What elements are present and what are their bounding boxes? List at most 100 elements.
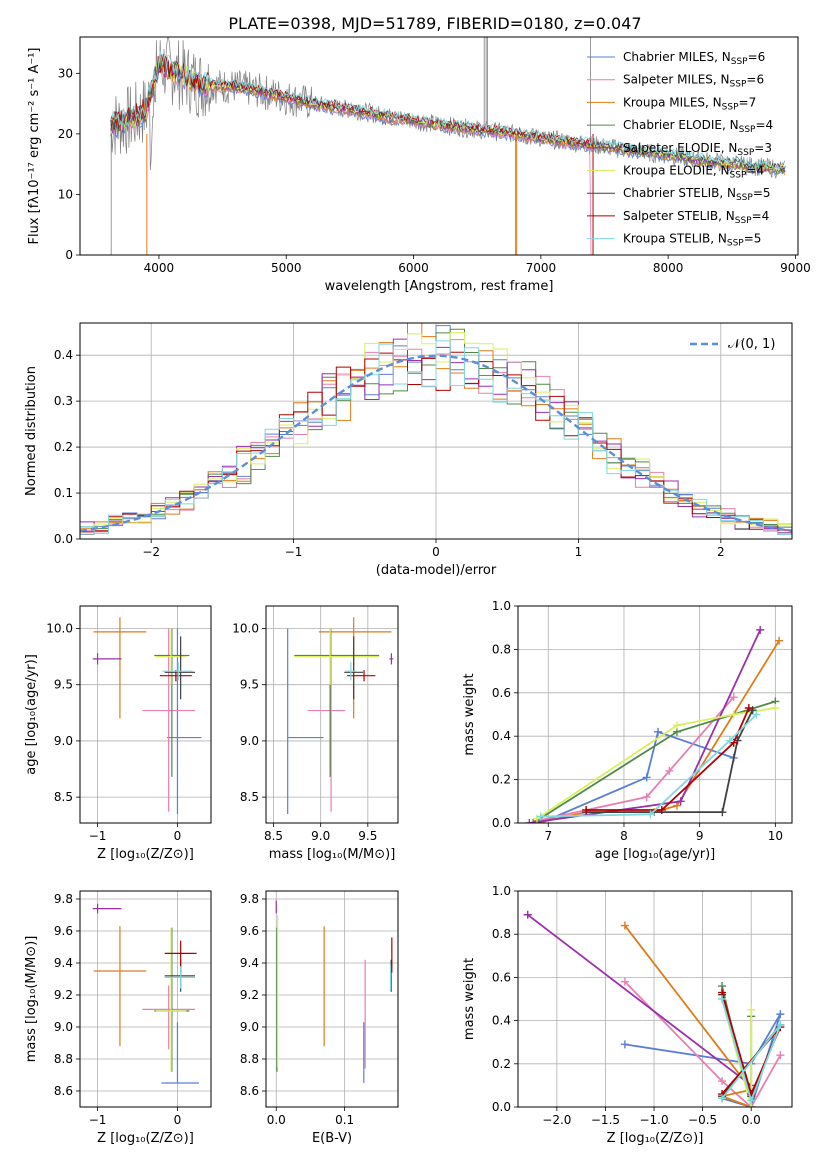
weight-marker [642,773,651,782]
weight-line [540,713,758,818]
data-point [142,628,196,812]
axes-frame [79,890,212,1108]
x-axis-label: wavelength [Angstrom, rest frame] [325,279,554,294]
legend-suffix: =4 [746,164,764,178]
y-tick-label: 0.1 [54,486,73,500]
legend-label: Salpeter STELIB, NSSP=4 [623,209,769,226]
x-tick-label: −1 [89,829,107,843]
age_vs_mass-panel: 8.5 9.0 9.5 8.5 9.0 9.5 10.0 mass [log₁₀(M/M⊙)] [232,605,399,862]
y-tick-label: 9.6 [54,924,73,938]
data-point [294,628,380,685]
x-tick-label: −1 [89,1113,107,1127]
weight-line [624,981,782,1107]
x-tick-label: 0 [174,829,182,843]
age_vs_z-panel: −1 0 8.5 9.0 9.5 10.0 Z [log₁₀(Z/Z⊙)] age [log₁… [24,605,212,862]
x-tick-label: 0.0 [742,1113,761,1127]
x-tick-label: 8000 [653,261,684,275]
legend-subscript: SSP [730,171,747,181]
legend-suffix: =6 [746,73,764,87]
x-tick-label: 9000 [780,261,811,275]
weight_vs_age-panel: 7 8 9 10 0.0 0.2 0.4 0.6 0.8 1.0 age [log₁₀(age/yr… [462,599,793,862]
x-axis-label: age [log₁₀(age/yr)] [595,847,716,862]
y-tick-label: 0.3 [54,394,73,408]
y-tick-label: 8.8 [240,1052,259,1066]
x-tick-label: 5000 [271,261,302,275]
y-tick-label: 1.0 [492,599,511,613]
weight-line [721,998,782,1104]
age_vs_mass-marks [287,617,394,815]
data-point [347,670,376,682]
residuals-panel: −2 −1 0 1 2 0.0 0.1 0.2 0.3 0.4 (data-model)/error… [24,322,793,578]
data-point [154,628,190,777]
axes-frame [517,890,793,1108]
legend-subscript: SSP [722,102,739,112]
y-tick-label: 0.4 [492,1014,511,1028]
x-tick-label: 1 [575,545,583,559]
y-tick-label: 10.0 [46,621,73,635]
y-tick-label: 0.2 [492,773,511,787]
weight-marker [646,810,655,819]
weight-marker [529,819,538,823]
weight-marker [525,819,534,823]
legend-subscript: SSP [731,57,748,67]
weight-marker [718,1077,727,1086]
legend-subscript: SSP [736,193,753,203]
data-point [162,662,193,681]
axes-frame [265,605,399,824]
data-point [307,628,346,812]
y-tick-label: 0.0 [54,532,73,546]
mass_vs_z-panel: −1 0 8.6 8.8 9.0 9.2 9.4 9.6 9.8 Z [log₁₀(Z/Z⊙)] m… [24,890,212,1146]
y-axis-label: mass [log₁₀(M/M⊙)] [24,936,39,1063]
residual-histogram [80,340,792,535]
model-spectrum-line [110,60,594,255]
weight-marker [718,1094,727,1103]
data-point [345,662,357,681]
x-tick-label: 0.0 [267,1113,286,1127]
weight-marker [672,721,681,730]
weight-marker [718,995,727,1003]
y-tick-label: 8.6 [54,1084,73,1098]
legend-suffix: =7 [739,95,757,109]
x-tick-label: 0 [432,545,440,559]
legend-suffix: =5 [744,232,762,246]
weight-marker [620,977,629,986]
y-tick-label: 10 [58,187,73,201]
weight-marker [582,805,591,814]
legend-suffix: =5 [753,186,771,200]
y-tick-label: 0.8 [492,927,511,941]
data-point [92,653,122,665]
weight-marker [729,693,738,702]
y-tick-label: 30 [58,66,73,80]
weight-marker [771,703,780,712]
y-tick-label: 9.0 [54,734,73,748]
legend-subscript: SSP [739,125,756,135]
legend-label: Chabrier MILES, NSSP=6 [623,50,765,67]
x-tick-label: 9.0 [311,829,330,843]
legend-label: Salpeter MILES, NSSP=6 [623,73,764,90]
y-tick-label: 0.6 [492,686,511,700]
data-point [344,636,364,700]
spectrum-marks [110,37,786,255]
x-tick-label: 2 [717,545,725,559]
x-axis-label: mass [log₁₀(M/M⊙)] [269,847,396,862]
weight_vs_z-panel: −2.0 −1.5 −1.0 −0.5 0.0 0.0 0.2 0.4 0.6 0.8 1.0 Z [… [462,884,793,1146]
x-tick-label: 8.5 [264,829,283,843]
legend-subscript: SSP [735,216,752,226]
y-tick-label: 9.6 [240,924,259,938]
legend-suffix: =4 [752,209,770,223]
data-point [287,628,324,815]
mass_vs_z-marks [92,903,200,1084]
data-point [92,903,122,914]
x-axis-label: Z [log₁₀(Z/Z⊙)] [607,1131,704,1146]
y-tick-label: 9.4 [240,956,259,970]
x-tick-label: −0.5 [688,1113,717,1127]
y-tick-label: 9.2 [54,988,73,1002]
mass_vs_ebv-marks [275,900,393,1083]
weight-marker [665,766,674,775]
weight-marker [744,703,753,712]
legend-label: 𝒩(0, 1) [728,337,775,352]
legend-suffix: =6 [748,50,766,64]
weight-marker [747,1005,756,1014]
weight-line [540,730,734,823]
